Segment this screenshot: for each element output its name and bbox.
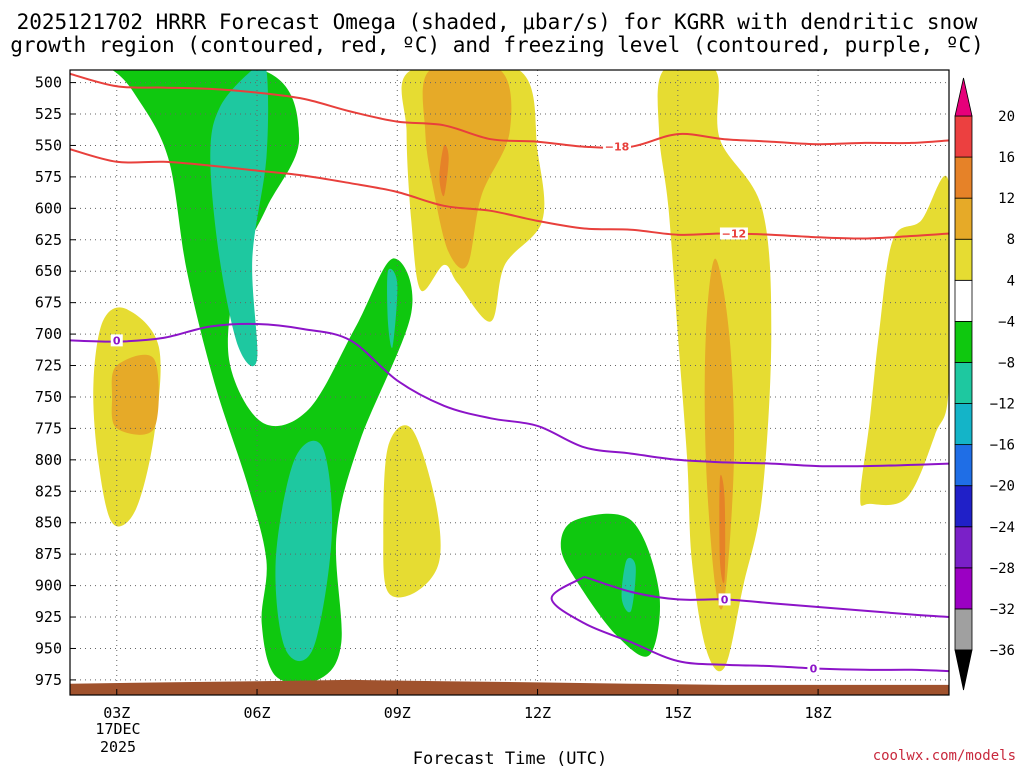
colorbar-label-9: −20 — [990, 479, 1015, 495]
contour-label-bg-freezing-level — [110, 334, 123, 347]
x-sublabel-year: 2025 — [100, 738, 136, 756]
y-tick-label-6: 650 — [35, 262, 62, 280]
colorbar: 20 16 12 8 4 −4 −8 −12 −16 −20 −24 −28 −32 −36 — [954, 77, 1015, 691]
omega-region-7 — [422, 70, 512, 269]
colorbar-seg-0 — [954, 608, 973, 651]
colorbar-seg-5 — [954, 403, 973, 446]
omega-region-5 — [621, 557, 636, 613]
colorbar-seg-1 — [954, 567, 973, 610]
colorbar-label-5: −4 — [998, 314, 1015, 330]
colorbar-label-2: 12 — [998, 191, 1015, 207]
y-tick-label-12: 800 — [35, 451, 62, 469]
contour-dgz-cold-edge — [70, 72, 949, 149]
y-axis: 500 525 550 575 600 625 650 675 700 725 750 775 800 8… — [35, 74, 76, 689]
x-tick-label-3: 12Z — [524, 704, 551, 722]
colorbar-label-12: −32 — [990, 602, 1015, 618]
contour-label-bg-dgz-cold-edge — [603, 140, 632, 153]
contour-freezing-level-lower — [583, 575, 949, 618]
y-tick-label-3: 575 — [35, 168, 62, 186]
contour-label-freezing-level-bottom: 0 — [810, 663, 818, 676]
y-tick-label-9: 725 — [35, 357, 62, 375]
contour-label-freezing-level: 0 — [113, 334, 121, 347]
y-tick-label-15: 875 — [35, 545, 62, 563]
terrain-ground — [70, 679, 949, 695]
chart-title-line1: 2025121702 HRRR Forecast Omega (shaded, … — [17, 10, 978, 34]
contour-dgz-warm-edge — [70, 148, 949, 240]
omega-region-3 — [387, 268, 398, 348]
x-sublabel-date: 17DEC — [95, 720, 140, 738]
contour-label-bg-freezing-level-bottom — [807, 662, 820, 675]
y-tick-label-14: 850 — [35, 514, 62, 532]
colorbar-seg-3 — [954, 485, 973, 528]
credit-text: coolwx.com/models — [873, 748, 1016, 764]
omega-region-2 — [275, 440, 333, 662]
x-tick-label-5: 18Z — [805, 704, 832, 722]
omega-region-0 — [93, 70, 413, 684]
contour-label-bg-freezing-level-lower — [718, 593, 731, 606]
colorbar-seg-4 — [954, 444, 973, 487]
chart-title-line2: growth region (contoured, red, ºC) and f… — [10, 33, 984, 57]
colorbar-bottom-arrow — [954, 649, 973, 691]
omega-region-15 — [860, 175, 949, 506]
colorbar-label-0: 20 — [998, 109, 1015, 125]
y-tick-label-8: 700 — [35, 325, 62, 343]
colorbar-seg-8 — [954, 279, 973, 322]
colorbar-seg-10 — [954, 197, 973, 240]
colorbar-label-3: 8 — [1007, 232, 1015, 248]
x-tick-label-2: 09Z — [384, 704, 411, 722]
plot-area: −12 −18 0 0 0 — [70, 70, 949, 695]
y-tick-label-11: 775 — [35, 419, 62, 437]
y-tick-label-0: 500 — [35, 74, 62, 92]
y-tick-label-1: 525 — [35, 105, 62, 123]
colorbar-seg-12 — [954, 115, 973, 158]
contour-label-dgz-warm-edge: −12 — [722, 227, 747, 240]
x-tick-label-0: 03Z — [103, 704, 130, 722]
colorbar-top-arrow — [954, 77, 973, 117]
x-tick-label-4: 15Z — [664, 704, 691, 722]
colorbar-seg-11 — [954, 156, 973, 199]
y-tick-label-17: 925 — [35, 608, 62, 626]
x-axis: 03Z 06Z 09Z 12Z 15Z 18Z — [103, 689, 832, 722]
contour-label-dgz-cold-edge: −18 — [605, 141, 630, 154]
y-tick-label-13: 825 — [35, 482, 62, 500]
omega-region-1 — [210, 70, 269, 367]
colorbar-seg-7 — [954, 320, 973, 363]
colorbar-label-1: 16 — [998, 150, 1015, 166]
colorbar-seg-9 — [954, 238, 973, 281]
colorbar-label-8: −16 — [990, 438, 1015, 454]
y-tick-label-7: 675 — [35, 294, 62, 312]
contour-freezing-level-bottom — [550, 575, 949, 673]
y-tick-label-5: 625 — [35, 231, 62, 249]
omega-region-10 — [111, 354, 159, 435]
plot-clip-group: −12 −18 0 0 0 — [70, 70, 949, 695]
y-tick-label-19: 975 — [35, 671, 62, 689]
y-tick-label-16: 900 — [35, 577, 62, 595]
plot-frame — [69, 69, 950, 696]
colorbar-label-6: −8 — [998, 355, 1015, 371]
colorbar-label-11: −28 — [990, 561, 1015, 577]
colorbar-label-10: −24 — [990, 520, 1015, 536]
omega-region-13 — [704, 258, 735, 610]
colorbar-seg-6 — [954, 362, 973, 404]
colorbar-label-13: −36 — [990, 643, 1015, 659]
contour-label-bg-dgz-warm-edge — [719, 227, 748, 240]
colorbar-label-7: −12 — [990, 397, 1015, 413]
contour-freezing-level — [70, 322, 949, 468]
y-tick-label-4: 600 — [35, 199, 62, 217]
colorbar-label-4: 4 — [1007, 273, 1015, 289]
contour-label-freezing-level-lower: 0 — [721, 593, 729, 606]
colorbar-seg-2 — [954, 526, 973, 569]
x-tick-label-1: 06Z — [243, 704, 270, 722]
y-tick-label-10: 750 — [35, 388, 62, 406]
y-tick-label-2: 550 — [35, 136, 62, 154]
x-axis-title: Forecast Time (UTC) — [413, 749, 607, 768]
omega-region-11 — [383, 425, 441, 598]
omega-region-14 — [719, 474, 726, 584]
omega-region-8 — [439, 144, 449, 197]
y-tick-label-18: 950 — [35, 639, 62, 657]
